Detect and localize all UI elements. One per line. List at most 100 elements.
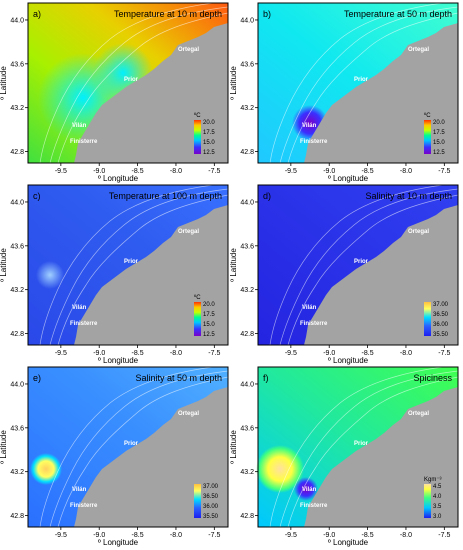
x-tick-label: -8.0: [400, 168, 412, 175]
y-tick-label: 43.6: [240, 425, 254, 432]
field-feature: [30, 453, 62, 485]
y-tick-label: 43.6: [240, 243, 254, 250]
x-tick-label: -8.0: [170, 350, 182, 357]
x-tick-label: -8.0: [170, 532, 182, 539]
isobath-line: [269, 2, 444, 164]
legend-unit: Kgm⁻³: [424, 477, 442, 483]
y-tick-label: 43.2: [240, 105, 254, 112]
y-tick-label: 43.6: [10, 61, 24, 68]
x-tick-label: -7.5: [438, 532, 450, 539]
y-axis-label: º Latitude: [229, 248, 238, 282]
legend-tick-label: 37.00: [203, 484, 219, 490]
y-axis-label: º Latitude: [0, 66, 8, 100]
plot-frame: [257, 366, 459, 528]
panel-letter: c): [33, 191, 41, 201]
place-label: Finisterre: [70, 321, 98, 327]
panel-title: Salinity at 50 m depth: [135, 373, 222, 383]
x-tick-label: -9.5: [55, 350, 67, 357]
plot-frame: [27, 366, 229, 528]
legend-tick-label: 12.5: [203, 332, 215, 338]
legend-tick-label: 20.0: [433, 120, 445, 126]
land-mass: [74, 23, 228, 163]
x-axis-label: º Longitude: [98, 356, 139, 365]
map-panel-5: -9.5 -9.0 -8.5 -8.0 -7.5 42.8 43.2 43.6 44.0 º Lo…: [0, 366, 229, 547]
y-tick-label: 43.2: [10, 105, 24, 112]
x-tick-label: -9.5: [285, 532, 297, 539]
y-tick-label: 42.8: [10, 513, 24, 520]
legend-tick-label: 12.5: [433, 150, 445, 156]
y-axis-label: º Latitude: [0, 430, 8, 464]
legend-tick-label: 35.50: [203, 514, 219, 520]
place-label: Finisterre: [70, 139, 98, 145]
x-tick-label: -7.5: [438, 350, 450, 357]
legend-tick-label: 36.00: [203, 504, 219, 510]
y-axis-label: º Latitude: [229, 430, 238, 464]
x-tick-label: -9.0: [323, 168, 335, 175]
legend-tick-label: 3.5: [433, 504, 442, 510]
y-tick-label: 44.0: [10, 381, 24, 388]
isobath-line: [287, 12, 459, 164]
legend-tick-label: 15.0: [203, 140, 215, 146]
x-tick-label: -9.5: [55, 532, 67, 539]
panel-title: Temperature at 50 m depth: [344, 9, 452, 19]
panel-title: Temperature at 100 m depth: [109, 191, 222, 201]
place-label: Vilán: [72, 123, 87, 129]
plot-frame: [257, 184, 459, 346]
legend-tick-label: 35.50: [433, 332, 449, 338]
y-tick-label: 42.8: [240, 149, 254, 156]
x-tick-label: -8.0: [400, 532, 412, 539]
place-label: Vilán: [302, 487, 317, 493]
legend-unit: ºC: [424, 112, 431, 119]
x-axis-label: º Longitude: [328, 174, 369, 183]
x-tick-label: -8.5: [132, 350, 144, 357]
legend-tick-label: 15.0: [433, 140, 445, 146]
land-mass: [74, 205, 228, 345]
y-tick-label: 44.0: [10, 199, 24, 206]
isobath-line: [49, 370, 229, 528]
panel-title: Spiciness: [413, 373, 452, 383]
panel-letter: e): [33, 373, 41, 383]
place-label: Vilán: [72, 487, 87, 493]
y-axis-label: º Latitude: [229, 66, 238, 100]
isobath-line: [49, 6, 229, 164]
x-axis-label: º Longitude: [98, 174, 139, 183]
place-label: Ortegal: [178, 229, 199, 235]
place-label: Ortegal: [178, 411, 199, 417]
legend-tick-label: 17.5: [433, 130, 445, 136]
legend-colorbar: [424, 484, 431, 518]
isobath-line: [39, 2, 214, 164]
legend-tick-label: 12.5: [203, 150, 215, 156]
place-label: Prior: [354, 441, 369, 447]
plot-frame: [257, 2, 459, 164]
legend-tick-label: 3.0: [433, 514, 442, 520]
legend-tick-label: 15.0: [203, 322, 215, 328]
legend-colorbar: [194, 484, 201, 518]
x-tick-label: -9.0: [93, 350, 105, 357]
panel-letter: b): [263, 9, 271, 19]
place-label: Vilán: [302, 123, 317, 129]
legend-colorbar: [194, 302, 201, 336]
legend-tick-label: 20.0: [203, 302, 215, 308]
land-mass: [304, 387, 458, 527]
x-tick-label: -9.5: [285, 168, 297, 175]
x-tick-label: -9.0: [93, 532, 105, 539]
map-panel-2: -9.5 -9.0 -8.5 -8.0 -7.5 42.8 43.2 43.6 44.0 º Lo…: [229, 2, 459, 183]
legend-colorbar: [424, 302, 431, 336]
panel-title: Salinity at 10 m depth: [365, 191, 452, 201]
place-label: Vilán: [72, 305, 87, 311]
x-tick-label: -7.5: [208, 350, 220, 357]
isobath-line: [279, 188, 459, 346]
place-label: Vilán: [302, 305, 317, 311]
legend-tick-label: 36.00: [433, 322, 449, 328]
x-tick-label: -9.0: [323, 532, 335, 539]
x-tick-label: -8.5: [362, 350, 374, 357]
map-panel-6: -9.5 -9.0 -8.5 -8.0 -7.5 42.8 43.2 43.6 44.0 º Lo…: [229, 366, 459, 547]
x-tick-label: -8.0: [400, 350, 412, 357]
x-axis-label: º Longitude: [328, 356, 369, 365]
x-tick-label: -9.0: [323, 350, 335, 357]
x-tick-label: -9.5: [55, 168, 67, 175]
place-label: Prior: [124, 441, 139, 447]
panel-letter: f): [263, 373, 269, 383]
place-label: Ortegal: [408, 47, 429, 53]
y-tick-label: 43.2: [10, 469, 24, 476]
